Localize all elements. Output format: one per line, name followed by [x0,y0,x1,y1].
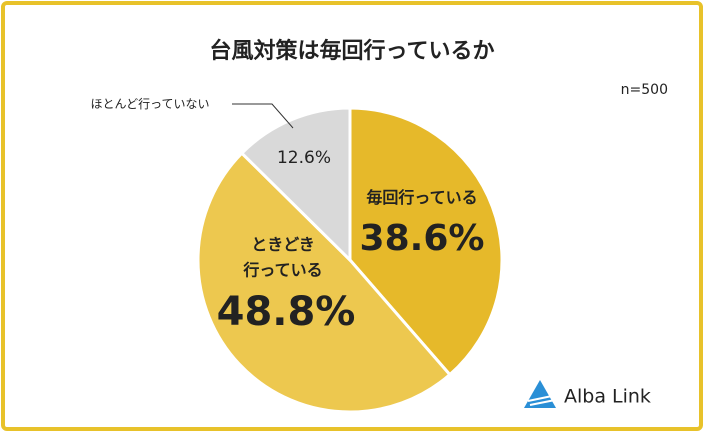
pie-slice [196,151,452,414]
value-label: 38.6% [360,218,485,259]
pie-slice [239,106,352,264]
value-label: 48.8% [217,289,356,335]
slice-label: 毎回行っている [366,188,477,207]
slice-label-line: 毎回行っている [366,188,477,207]
slice-label: ほとんど行っていない [90,97,209,111]
chart-title: 台風対策は毎回行っているか [210,38,495,64]
value-label: 12.6% [277,148,331,168]
logo-text: Alba Link [564,386,651,408]
pie-slice [348,106,504,377]
slice-label-line: ときどき [251,235,315,254]
logo-icon-stripes [527,395,556,406]
slice-label-line: ほとんど行っていない [90,97,209,111]
slice-label: ときどき行っている [242,235,322,280]
sample-note: n=500 [621,82,668,98]
slice-label-line: 行っている [242,260,322,279]
logo: Alba Link [524,380,651,408]
leader-line [232,103,294,129]
